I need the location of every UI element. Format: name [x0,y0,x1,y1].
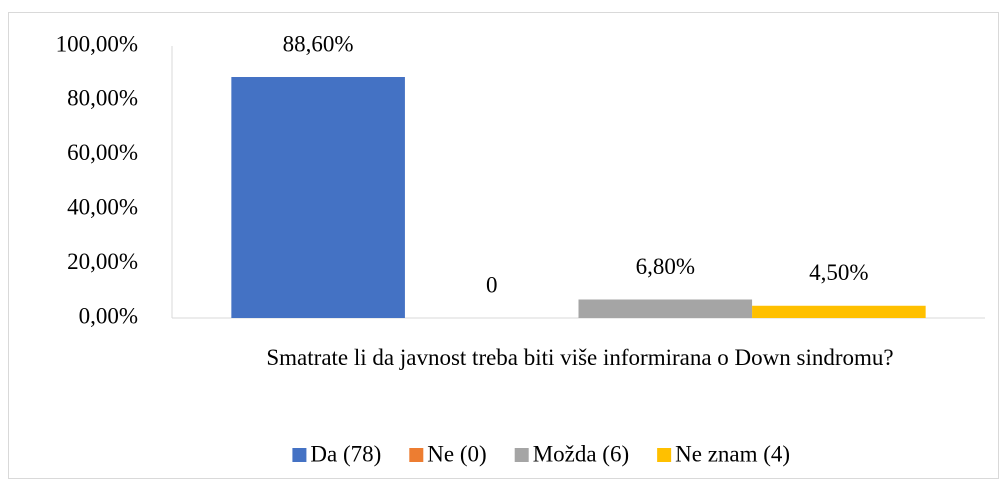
y-tick-label: 100,00% [56,31,138,56]
data-label: 4,50% [809,260,868,285]
bar [752,305,926,318]
data-label: 0 [486,272,498,297]
y-tick-label: 40,00% [67,194,138,219]
legend-label: Ne znam (4) [675,441,790,466]
y-tick-label: 60,00% [67,140,138,165]
legend-label: Možda (6) [533,441,629,466]
data-label: 88,60% [283,31,354,56]
y-tick-label: 20,00% [67,249,138,274]
y-tick-label: 0,00% [79,303,138,328]
bar [231,77,405,319]
data-label: 6,80% [636,254,695,279]
legend-swatch [657,448,672,462]
legend-swatch [409,448,424,462]
legend-label: Da (78) [310,441,381,466]
chart-border [8,12,999,479]
legend-label: Ne (0) [427,441,486,466]
y-tick-label: 80,00% [67,86,138,111]
x-category-label: Smatrate li da javnost treba biti više i… [266,345,894,370]
legend-swatch [292,448,307,462]
legend-swatch [514,448,529,462]
bar [578,299,753,318]
